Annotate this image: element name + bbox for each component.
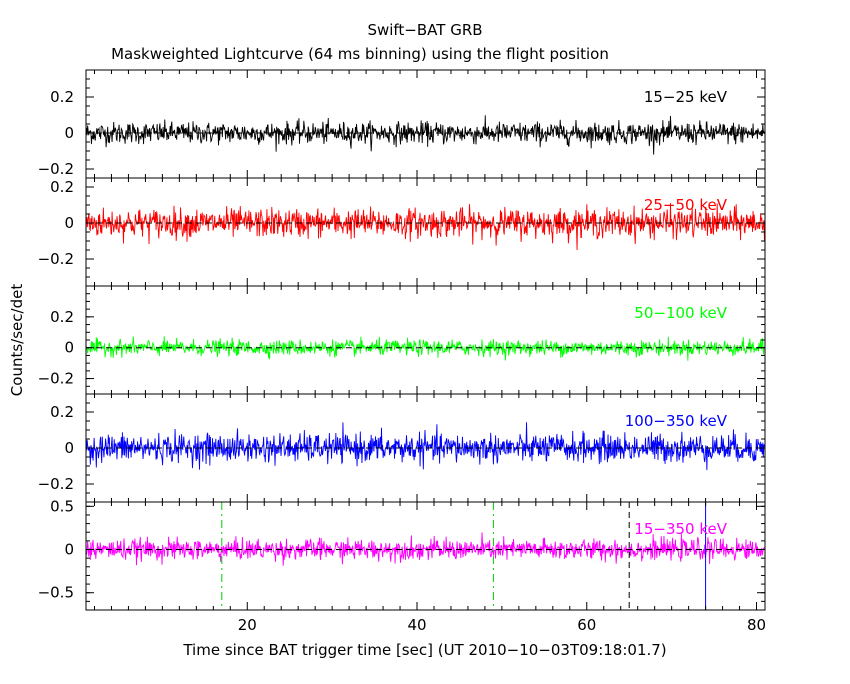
band-label-1: 15−25 keV: [644, 88, 728, 106]
lightcurve-trace-4: [85, 422, 765, 471]
panel-frame-2: [85, 177, 766, 287]
panel-4: 0.2 0 −0.2 100−350 keV: [38, 393, 766, 503]
y-tick-label-5-2: 0: [64, 541, 74, 559]
panel-3: 0.2 0 −0.2 50−100 keV: [38, 285, 766, 395]
panels-group: 0.2 0 −0.2 15−25 keV 0.2 0 −0.2 25−50 keV 0.2 0 −0…: [38, 69, 766, 634]
y-tick-label-1-1: 0.2: [50, 88, 74, 106]
y-tick-label-2-3: −0.2: [38, 250, 74, 268]
y-tick-label-4-3: −0.2: [38, 475, 74, 493]
band-label-2: 25−50 keV: [644, 196, 728, 214]
lightcurve-trace-3: [85, 336, 765, 361]
x-axis-label: Time since BAT trigger time [sec] (UT 20…: [182, 641, 666, 659]
y-tick-label-3-1: 0.2: [50, 308, 74, 326]
y-tick-label-2-2: 0: [64, 214, 74, 232]
lightcurve-trace-2: [85, 203, 765, 251]
y-axis-label: Counts/sec/det: [8, 284, 26, 397]
panel-frame-5: [85, 501, 766, 611]
y-tick-label-5-1: 0.5: [50, 497, 74, 515]
x-tick-label-1: 20: [238, 616, 257, 634]
panel-5: 0.5 0 −0.5 15−350 keV: [38, 497, 766, 611]
y-tick-label-2-1: 0.2: [50, 178, 74, 196]
band-label-3: 50−100 keV: [634, 304, 727, 322]
y-tick-label-3-3: −0.2: [38, 370, 74, 388]
chart-title: Swift−BAT GRB: [367, 21, 482, 39]
lightcurve-trace-1: [85, 115, 765, 155]
x-tick-label-4: 80: [747, 616, 766, 634]
x-tick-label-2: 40: [407, 616, 426, 634]
band-label-4: 100−350 keV: [625, 412, 728, 430]
y-tick-label-4-2: 0: [64, 439, 74, 457]
y-tick-label-5-3: −0.5: [38, 584, 74, 602]
panel-frame-3: [85, 285, 766, 395]
y-tick-label-1-2: 0: [64, 124, 74, 142]
panel-1: 0.2 0 −0.2 15−25 keV: [38, 69, 766, 179]
band-label-5: 15−350 keV: [634, 520, 727, 538]
y-tick-label-4-1: 0.2: [50, 403, 74, 421]
x-tick-label-3: 60: [577, 616, 596, 634]
y-tick-label-1-3: −0.2: [38, 160, 74, 178]
chart-subtitle: Maskweighted Lightcurve (64 ms binning) …: [111, 45, 609, 63]
y-tick-label-3-2: 0: [64, 339, 74, 357]
panel-2: 0.2 0 −0.2 25−50 keV: [38, 177, 766, 287]
